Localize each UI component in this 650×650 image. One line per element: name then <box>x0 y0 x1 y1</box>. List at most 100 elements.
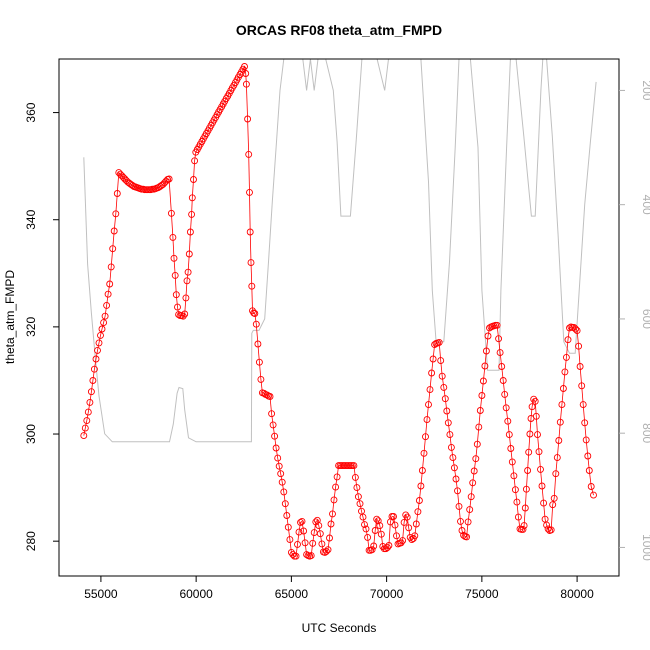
data-point <box>188 194 196 202</box>
data-point <box>87 388 95 396</box>
data-point <box>397 539 405 547</box>
data-point <box>587 483 595 490</box>
data-point <box>475 423 483 431</box>
data-point <box>535 448 543 456</box>
data-point <box>350 462 358 470</box>
data-point <box>251 310 259 317</box>
data-point <box>578 382 586 390</box>
data-point <box>467 493 475 501</box>
data-point <box>472 455 480 463</box>
data-point <box>95 339 103 347</box>
data-point <box>501 390 509 398</box>
data-point <box>113 190 121 197</box>
data-point <box>370 542 378 550</box>
data-point <box>412 520 420 528</box>
data-point <box>538 482 546 490</box>
data-point <box>425 401 432 409</box>
data-point <box>101 312 109 320</box>
chart-title: ORCAS RF08 theta_atm_FMPD <box>236 22 442 38</box>
data-point <box>423 416 431 424</box>
data-point <box>528 403 536 411</box>
data-point <box>581 419 589 427</box>
data-point <box>242 80 250 88</box>
data-point <box>294 540 301 548</box>
data-point <box>481 362 489 370</box>
data-point <box>547 526 555 534</box>
y-tick-label: 320 <box>24 317 38 337</box>
data-point <box>504 417 512 425</box>
data-point <box>371 527 379 534</box>
data-point <box>564 336 572 344</box>
primary-series-line <box>83 65 594 557</box>
data-point <box>463 533 471 541</box>
data-point <box>400 518 408 526</box>
y-tick-label: 360 <box>24 102 38 122</box>
data-point <box>359 513 367 521</box>
data-point <box>540 499 548 507</box>
data-point <box>511 486 519 494</box>
data-point <box>414 508 422 516</box>
data-point <box>473 440 481 448</box>
data-point <box>495 335 503 343</box>
data-point <box>558 401 566 409</box>
data-point <box>555 437 563 444</box>
data-point <box>415 497 423 504</box>
data-point <box>246 228 254 236</box>
data-point <box>278 478 286 486</box>
data-point <box>435 338 443 346</box>
data-point <box>92 355 100 363</box>
data-point <box>525 448 533 456</box>
data-point <box>84 408 92 416</box>
data-point <box>429 355 437 363</box>
data-point <box>301 539 309 547</box>
data-point <box>552 470 560 478</box>
data-point <box>449 454 457 462</box>
data-point <box>255 358 263 366</box>
y2-tick-label: 800 <box>640 423 650 443</box>
secondary-series <box>83 58 597 443</box>
data-point <box>576 363 584 370</box>
data-point <box>508 458 516 466</box>
data-point <box>351 473 359 481</box>
y2-tick-label: 1000 <box>640 534 650 561</box>
data-point <box>167 209 175 217</box>
data-point <box>89 377 97 384</box>
data-point <box>98 325 106 333</box>
data-point <box>521 504 529 512</box>
x-tick-label: 55000 <box>84 587 118 601</box>
data-point <box>109 245 117 253</box>
data-point <box>86 398 94 406</box>
data-point <box>452 475 460 483</box>
data-point <box>188 210 196 218</box>
data-point <box>446 431 454 439</box>
data-point <box>526 430 534 438</box>
data-point <box>496 349 504 357</box>
data-point <box>295 528 303 536</box>
data-point <box>332 483 340 491</box>
data-point <box>307 552 315 560</box>
data-point <box>280 488 288 496</box>
data-point <box>103 301 111 309</box>
data-point <box>478 392 486 399</box>
data-point <box>513 498 521 506</box>
data-point <box>271 432 279 440</box>
data-point <box>579 401 587 409</box>
data-point <box>556 418 564 426</box>
data-point <box>438 372 446 380</box>
data-point <box>241 63 248 70</box>
data-point <box>183 277 191 285</box>
data-point <box>418 467 426 474</box>
data-point <box>426 386 434 394</box>
y-axis-label: theta_atm_FMPD <box>3 270 17 364</box>
data-point <box>590 491 597 499</box>
data-point <box>420 449 428 457</box>
data-point <box>385 542 393 549</box>
data-point <box>458 527 466 534</box>
data-point <box>364 533 372 541</box>
y-tick-label: 340 <box>24 209 38 229</box>
data-point <box>422 433 429 441</box>
data-point <box>469 479 477 487</box>
data-point <box>322 547 330 555</box>
data-point <box>170 254 178 262</box>
data-point <box>97 331 104 339</box>
